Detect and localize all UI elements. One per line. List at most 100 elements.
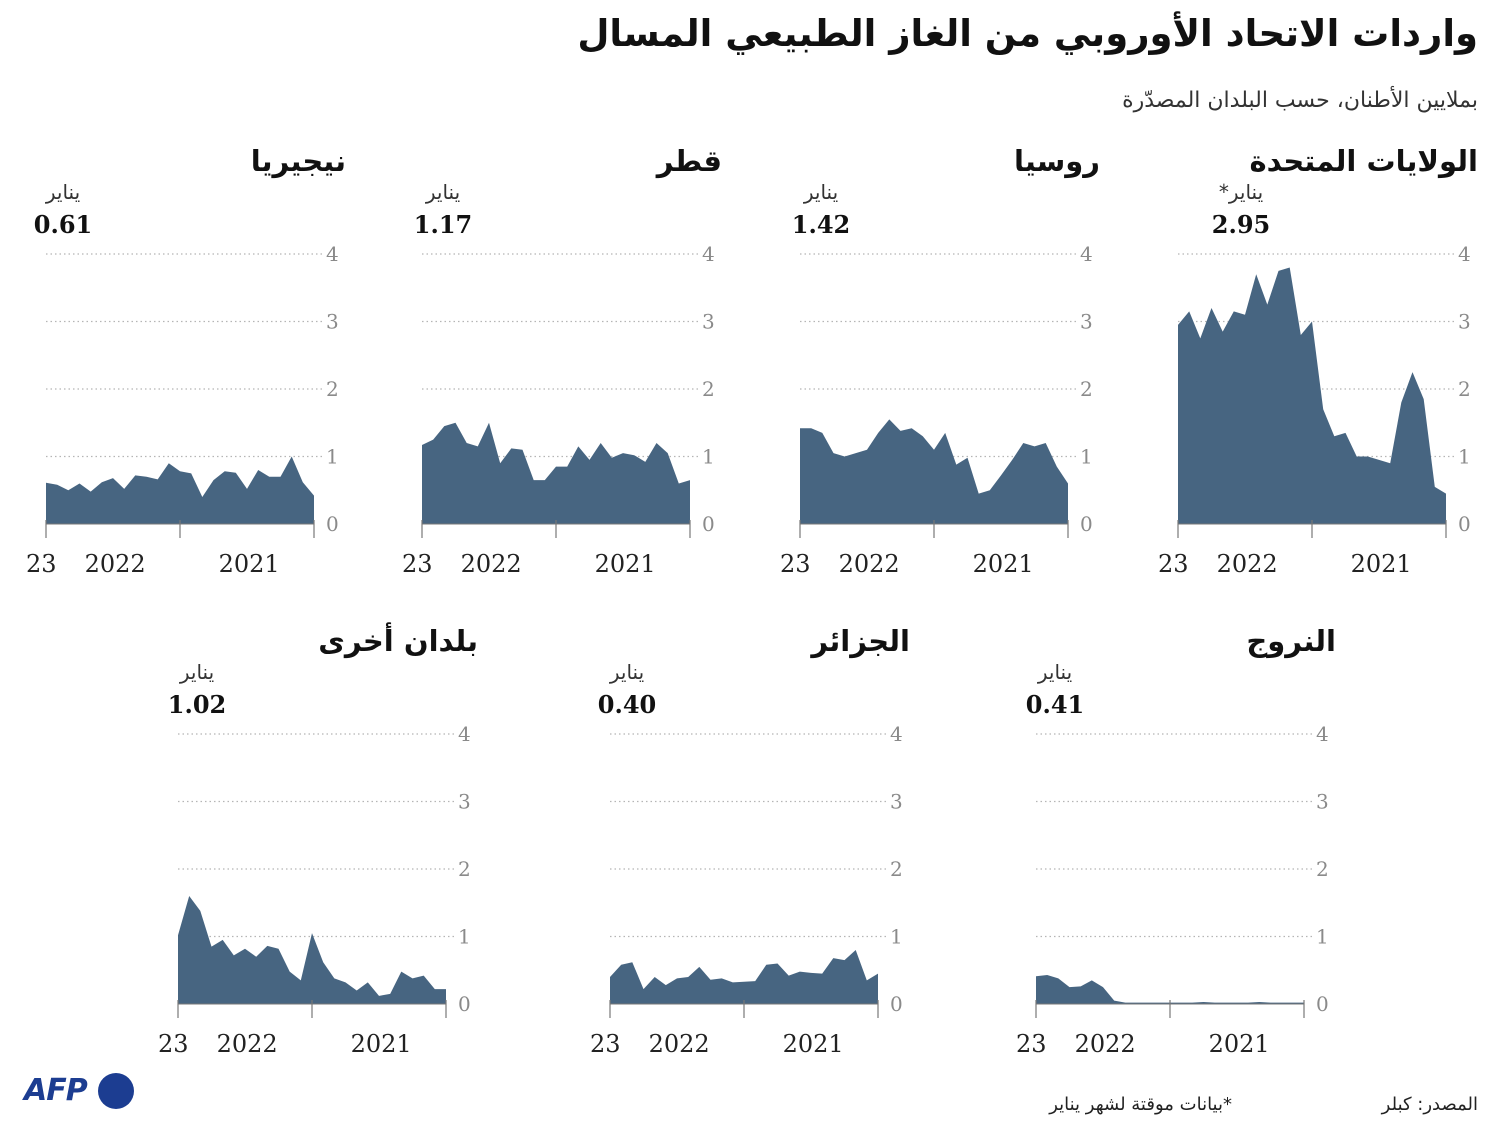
x-tick-label: 2021 <box>1209 1030 1270 1058</box>
y-tick-label: 3 <box>458 790 471 814</box>
x-tick-label: 2022 <box>839 550 900 578</box>
y-tick-label: 2 <box>890 857 903 881</box>
annotation-label: يناير <box>609 660 645 684</box>
panel-title: النروج <box>1246 624 1336 658</box>
y-tick-label: 0 <box>1458 512 1471 536</box>
y-tick-label: 1 <box>458 925 471 949</box>
annotation-label: يناير* <box>1218 180 1264 204</box>
footnote: *بيانات موقتة لشهر يناير <box>1049 1094 1232 1115</box>
x-tick-label: 2021 <box>219 550 280 578</box>
y-tick-label: 0 <box>702 512 715 536</box>
annotation-value: 1.42 <box>791 210 851 239</box>
annotation-value: 1.17 <box>413 210 473 239</box>
y-tick-label: 0 <box>890 992 903 1016</box>
y-tick-label: 4 <box>1316 722 1329 746</box>
x-tick-label: 2021 <box>595 550 656 578</box>
y-tick-label: 2 <box>1316 857 1329 881</box>
annotation-label: يناير <box>179 660 215 684</box>
y-tick-label: 1 <box>1316 925 1329 949</box>
page-subtitle: بملايين الأطنان، حسب البلدان المصدّرة <box>1122 88 1478 113</box>
series-area <box>610 950 878 1004</box>
source-note: المصدر: كبلر <box>1381 1094 1478 1115</box>
series-area <box>1036 975 1304 1004</box>
annotation-value: 0.40 <box>597 690 657 719</box>
y-tick-label: 2 <box>1080 377 1093 401</box>
annotation-value: 0.61 <box>33 210 93 239</box>
x-tick-label: 2022 <box>85 550 146 578</box>
annotation-label: يناير <box>45 180 81 204</box>
y-tick-label: 0 <box>1080 512 1093 536</box>
y-tick-label: 4 <box>890 722 903 746</box>
y-tick-label: 1 <box>1080 445 1093 469</box>
y-tick-label: 0 <box>326 512 339 536</box>
y-tick-label: 4 <box>1458 242 1471 266</box>
y-tick-label: 2 <box>326 377 339 401</box>
x-tick-label: 2022 <box>1075 1030 1136 1058</box>
y-tick-label: 3 <box>1316 790 1329 814</box>
series-area <box>1178 267 1446 524</box>
panel-title: الجزائر <box>811 624 910 658</box>
series-area <box>178 896 446 1004</box>
x-tick-label: 23 <box>780 550 811 578</box>
x-tick-label: 23 <box>1016 1030 1047 1058</box>
y-tick-label: 2 <box>702 377 715 401</box>
y-tick-label: 3 <box>1080 310 1093 334</box>
y-tick-label: 4 <box>1080 242 1093 266</box>
y-tick-label: 4 <box>458 722 471 746</box>
x-tick-label: 2022 <box>217 1030 278 1058</box>
afp-logo: AFP <box>24 1073 144 1113</box>
y-tick-label: 3 <box>890 790 903 814</box>
panel-norway: النروج يناير 0.41 0 1 2 3 4 23 2022 2021 <box>1016 624 1336 1084</box>
series-area <box>46 456 314 524</box>
y-tick-label: 1 <box>890 925 903 949</box>
y-tick-label: 1 <box>702 445 715 469</box>
x-tick-label: 23 <box>402 550 433 578</box>
panel-algeria: الجزائر يناير 0.40 0 1 2 3 4 23 2022 2021 <box>590 624 910 1084</box>
annotation-value: 1.02 <box>167 690 227 719</box>
annotation-label: يناير <box>803 180 839 204</box>
series-area <box>422 422 690 524</box>
y-tick-label: 1 <box>326 445 339 469</box>
series-area <box>800 419 1068 524</box>
afp-logo-dot-icon <box>98 1073 134 1109</box>
annotation-value: 2.95 <box>1211 210 1271 239</box>
panel-title: بلدان أخرى <box>318 624 478 658</box>
x-tick-label: 2021 <box>351 1030 412 1058</box>
panel-russia: روسيا يناير 1.42 0 1 2 3 4 23 2022 2021 <box>780 144 1100 604</box>
x-tick-label: 23 <box>158 1030 189 1058</box>
y-tick-label: 3 <box>1458 310 1471 334</box>
x-tick-label: 23 <box>1158 550 1189 578</box>
panel-qatar: قطر يناير 1.17 0 1 2 3 4 23 2022 2021 <box>402 144 722 604</box>
panel-title: قطر <box>656 144 722 178</box>
y-tick-label: 3 <box>702 310 715 334</box>
y-tick-label: 1 <box>1458 445 1471 469</box>
panel-title: نيجيريا <box>250 144 346 178</box>
x-tick-label: 2021 <box>973 550 1034 578</box>
annotation-value: 0.41 <box>1025 690 1085 719</box>
panel-title: الولايات المتحدة <box>1249 144 1478 178</box>
annotation-label: يناير <box>1037 660 1073 684</box>
x-tick-label: 23 <box>590 1030 621 1058</box>
x-tick-label: 2022 <box>649 1030 710 1058</box>
y-tick-label: 4 <box>702 242 715 266</box>
y-tick-label: 2 <box>458 857 471 881</box>
x-tick-label: 2022 <box>1217 550 1278 578</box>
x-tick-label: 23 <box>26 550 57 578</box>
panel-usa: الولايات المتحدة يناير* 2.95 0 1 2 3 4 23 2022… <box>1158 144 1478 604</box>
x-tick-label: 2021 <box>1351 550 1412 578</box>
afp-logo-text: AFP <box>24 1073 88 1108</box>
annotation-label: يناير <box>425 180 461 204</box>
x-tick-label: 2021 <box>783 1030 844 1058</box>
y-tick-label: 0 <box>458 992 471 1016</box>
panel-nigeria: نيجيريا يناير 0.61 0 1 2 3 4 23 2022 2021 <box>26 144 346 604</box>
panel-title: روسيا <box>1014 144 1100 178</box>
y-tick-label: 0 <box>1316 992 1329 1016</box>
y-tick-label: 3 <box>326 310 339 334</box>
